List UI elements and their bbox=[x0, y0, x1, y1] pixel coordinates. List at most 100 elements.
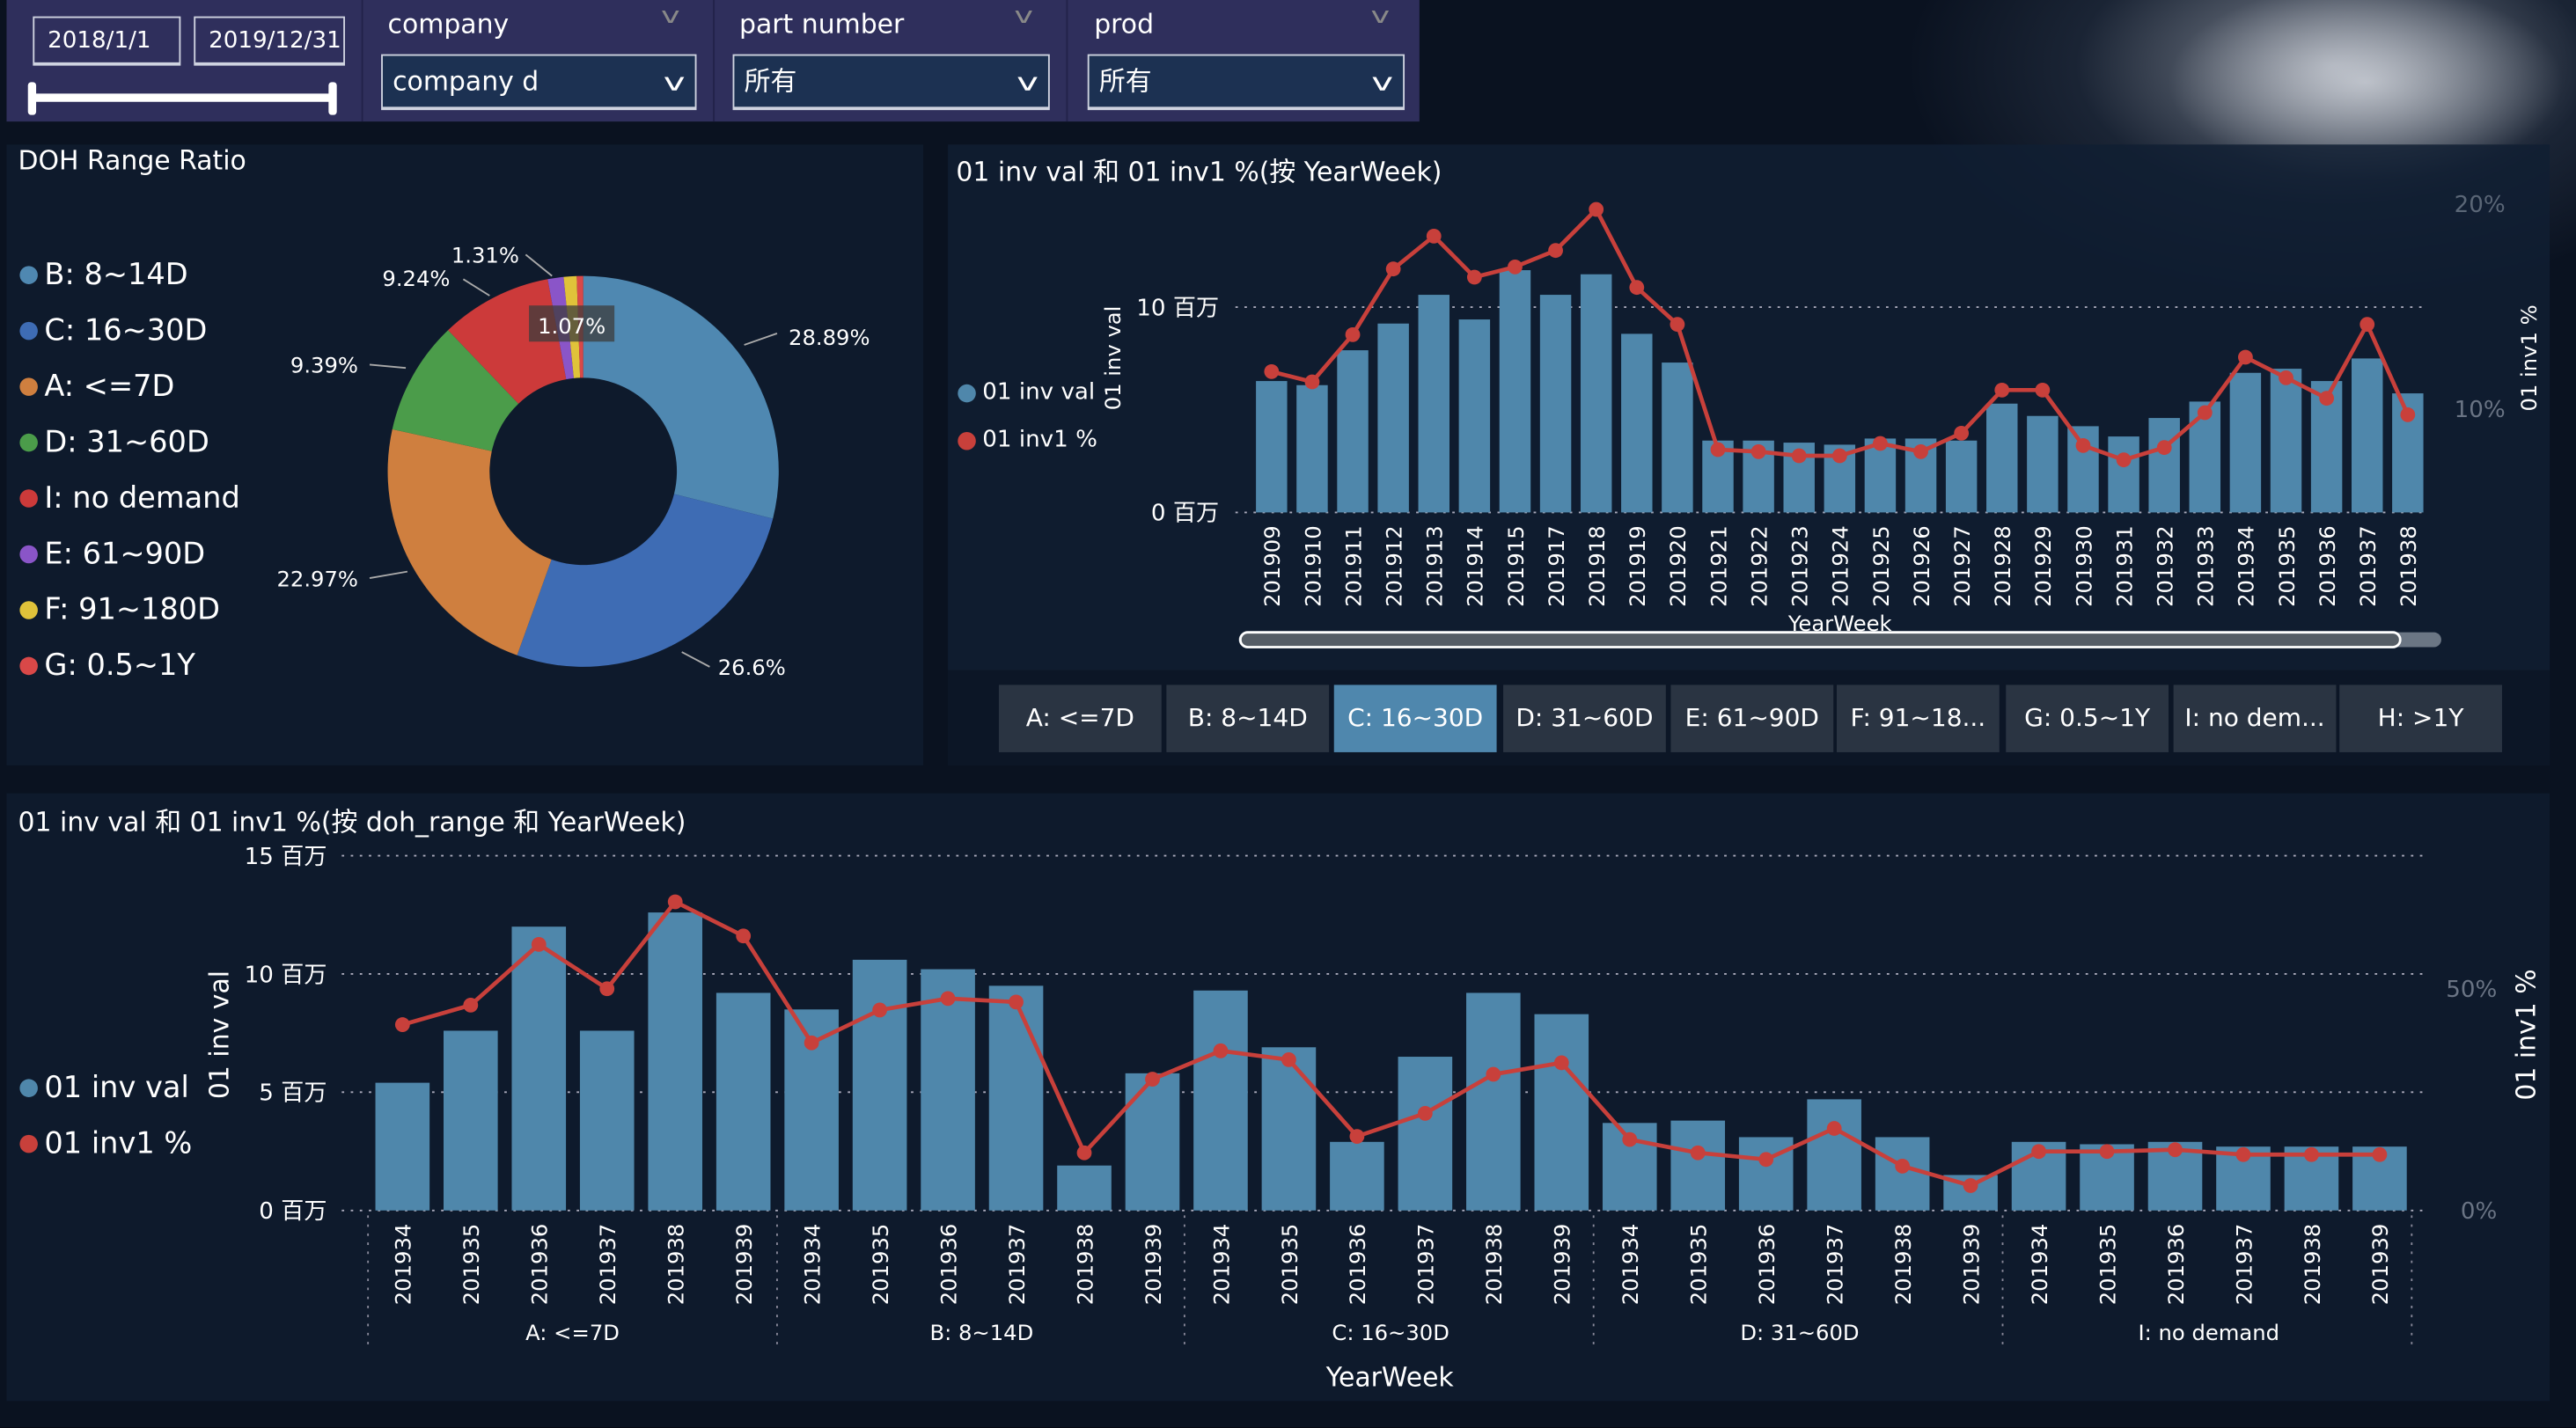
line-point[interactable] bbox=[2031, 1144, 2046, 1160]
line-point[interactable] bbox=[2372, 1146, 2388, 1162]
bar[interactable] bbox=[1377, 323, 1409, 513]
series-legend-item[interactable]: 01 inv1 % bbox=[958, 427, 1097, 453]
line-point[interactable] bbox=[1710, 442, 1726, 458]
bar[interactable] bbox=[1296, 384, 1328, 513]
bar[interactable] bbox=[375, 1082, 430, 1211]
line-point[interactable] bbox=[1831, 448, 1847, 464]
line-point[interactable] bbox=[2279, 370, 2293, 385]
bar[interactable] bbox=[1580, 274, 1612, 513]
bar[interactable] bbox=[1945, 440, 1978, 513]
line-point[interactable] bbox=[1426, 228, 1442, 244]
line-point[interactable] bbox=[2319, 391, 2335, 406]
series-legend-item[interactable]: 01 inv val bbox=[958, 379, 1095, 406]
bar[interactable] bbox=[2108, 436, 2139, 513]
line-point[interactable] bbox=[1508, 259, 1523, 275]
donut-legend-item[interactable]: F: 91~180D bbox=[19, 593, 220, 627]
line-point[interactable] bbox=[2075, 437, 2091, 453]
bar[interactable] bbox=[1670, 1120, 1726, 1211]
line-point[interactable] bbox=[1750, 443, 1766, 459]
line-point[interactable] bbox=[1304, 374, 1320, 390]
line-point[interactable] bbox=[1873, 436, 1888, 451]
bar[interactable] bbox=[1125, 1073, 1180, 1211]
line-point[interactable] bbox=[531, 936, 547, 952]
line-point[interactable] bbox=[1670, 317, 1685, 333]
line-point[interactable] bbox=[1895, 1158, 1911, 1174]
bar[interactable] bbox=[1193, 990, 1248, 1211]
bar[interactable] bbox=[444, 1030, 498, 1211]
bar[interactable] bbox=[1986, 403, 2018, 513]
bar[interactable] bbox=[988, 985, 1044, 1211]
chevron-down-icon[interactable]: v bbox=[661, 3, 680, 30]
chevron-down-icon[interactable]: v bbox=[1370, 3, 1391, 30]
line-point[interactable] bbox=[1622, 1131, 1638, 1147]
line-point[interactable] bbox=[1548, 243, 1563, 259]
bar[interactable] bbox=[1662, 362, 1693, 513]
line-point[interactable] bbox=[2197, 405, 2213, 421]
company-dropdown[interactable]: company d v bbox=[381, 54, 697, 111]
line-point[interactable] bbox=[2400, 406, 2416, 422]
date-start-input[interactable]: 2018/1/1 bbox=[33, 16, 181, 66]
line-point[interactable] bbox=[804, 1035, 819, 1051]
line-point[interactable] bbox=[2359, 317, 2375, 333]
donut-slice-D[interactable] bbox=[392, 330, 519, 451]
bar[interactable] bbox=[1738, 1137, 1794, 1211]
bar[interactable] bbox=[579, 1030, 635, 1211]
bar[interactable] bbox=[511, 926, 567, 1211]
bar[interactable] bbox=[648, 912, 703, 1211]
line-point[interactable] bbox=[1009, 994, 1024, 1010]
line-point[interactable] bbox=[394, 1017, 410, 1032]
donut-legend-item[interactable]: E: 61~90D bbox=[19, 537, 205, 572]
donut-slice-C[interactable] bbox=[517, 494, 774, 667]
bar[interactable] bbox=[1398, 1057, 1453, 1211]
range-button[interactable]: D: 31~60D bbox=[1503, 685, 1666, 752]
slider-handle-start[interactable] bbox=[27, 82, 37, 115]
bar[interactable] bbox=[1875, 1137, 1930, 1211]
bar[interactable] bbox=[1261, 1047, 1317, 1211]
range-button[interactable]: F: 91~18... bbox=[1836, 685, 2000, 752]
bar[interactable] bbox=[1458, 319, 1491, 513]
bar[interactable] bbox=[1466, 992, 1521, 1211]
donut-legend-item[interactable]: B: 8~14D bbox=[19, 258, 188, 292]
line-point[interactable] bbox=[1553, 1055, 1569, 1071]
bar[interactable] bbox=[1864, 438, 1897, 513]
date-end-input[interactable]: 2019/12/31 bbox=[194, 16, 346, 66]
bar[interactable] bbox=[1539, 295, 1572, 513]
line-point[interactable] bbox=[2235, 1146, 2251, 1162]
bar[interactable] bbox=[2229, 372, 2262, 513]
line-point[interactable] bbox=[736, 928, 752, 944]
range-button[interactable]: I: no dem... bbox=[2173, 685, 2337, 752]
line-point[interactable] bbox=[1913, 443, 1928, 459]
date-range-slider[interactable] bbox=[29, 93, 335, 102]
line-point[interactable] bbox=[2304, 1146, 2319, 1162]
range-button[interactable]: B: 8~14D bbox=[1166, 685, 1330, 752]
bar[interactable] bbox=[1256, 381, 1288, 513]
donut-legend-item[interactable]: A: <=7D bbox=[19, 370, 174, 404]
slider-handle-end[interactable] bbox=[328, 82, 337, 115]
range-button[interactable]: A: <=7D bbox=[998, 685, 1162, 752]
line-point[interactable] bbox=[2168, 1142, 2183, 1158]
bar[interactable] bbox=[1621, 333, 1653, 513]
line-point[interactable] bbox=[1629, 280, 1645, 296]
donut-legend-item[interactable]: D: 31~60D bbox=[19, 425, 209, 460]
donut-slice-B[interactable] bbox=[583, 275, 779, 519]
line-point[interactable] bbox=[1994, 382, 2010, 398]
donut-slice-A[interactable] bbox=[387, 428, 552, 655]
line-point[interactable] bbox=[1758, 1152, 1774, 1168]
range-button[interactable]: C: 16~30D bbox=[1333, 685, 1497, 752]
line-point[interactable] bbox=[1385, 261, 1401, 277]
bar[interactable] bbox=[1499, 270, 1531, 513]
line-point[interactable] bbox=[1349, 1129, 1365, 1144]
bar[interactable] bbox=[1330, 1141, 1384, 1211]
line-point[interactable] bbox=[872, 1002, 888, 1018]
line-point[interactable] bbox=[1791, 448, 1807, 464]
series-legend-item[interactable]: 01 inv val bbox=[19, 1071, 189, 1105]
line-point[interactable] bbox=[2035, 382, 2051, 398]
line-point[interactable] bbox=[1345, 326, 1361, 342]
bar[interactable] bbox=[2027, 415, 2059, 513]
line-point[interactable] bbox=[1281, 1051, 1296, 1067]
scrollbar-thumb[interactable] bbox=[1238, 631, 2402, 648]
series-legend-item[interactable]: 01 inv1 % bbox=[19, 1127, 192, 1161]
line-point[interactable] bbox=[667, 894, 683, 910]
bar[interactable] bbox=[1057, 1165, 1112, 1211]
bar[interactable] bbox=[2148, 418, 2180, 513]
